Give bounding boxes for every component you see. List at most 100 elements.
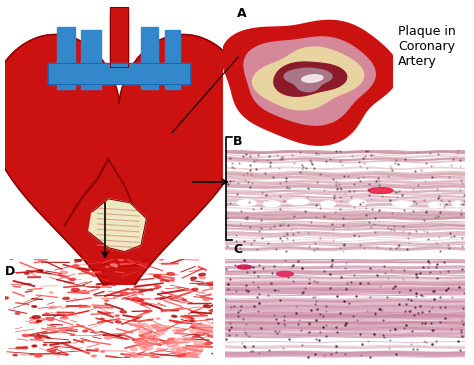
Ellipse shape [130, 353, 137, 355]
Ellipse shape [74, 259, 82, 261]
Ellipse shape [115, 321, 121, 323]
Ellipse shape [132, 269, 139, 271]
Ellipse shape [30, 317, 35, 319]
Ellipse shape [209, 334, 218, 337]
Polygon shape [89, 199, 146, 252]
Ellipse shape [60, 271, 67, 274]
Ellipse shape [96, 271, 101, 273]
Ellipse shape [105, 300, 109, 301]
Ellipse shape [15, 313, 20, 314]
Ellipse shape [132, 297, 138, 300]
Ellipse shape [171, 348, 182, 352]
Ellipse shape [140, 334, 151, 338]
Ellipse shape [184, 288, 189, 290]
Ellipse shape [156, 328, 167, 332]
Ellipse shape [197, 331, 204, 333]
Polygon shape [284, 68, 332, 92]
Ellipse shape [453, 201, 462, 207]
Ellipse shape [191, 324, 196, 326]
Ellipse shape [428, 202, 443, 208]
Ellipse shape [13, 354, 17, 356]
Text: C: C [233, 243, 242, 256]
Polygon shape [302, 75, 323, 82]
Ellipse shape [167, 273, 174, 275]
Ellipse shape [209, 329, 217, 332]
Ellipse shape [155, 275, 161, 277]
Ellipse shape [151, 339, 157, 341]
Ellipse shape [115, 315, 119, 316]
Ellipse shape [126, 353, 136, 356]
Ellipse shape [237, 200, 256, 205]
Ellipse shape [148, 354, 153, 356]
Ellipse shape [82, 330, 88, 332]
Ellipse shape [140, 339, 146, 342]
Ellipse shape [287, 199, 309, 204]
Ellipse shape [173, 329, 183, 333]
Bar [165, 30, 180, 67]
Ellipse shape [156, 327, 167, 331]
Ellipse shape [155, 338, 160, 340]
Ellipse shape [187, 353, 192, 354]
Ellipse shape [130, 348, 137, 350]
Ellipse shape [120, 311, 126, 313]
Ellipse shape [134, 324, 144, 327]
Ellipse shape [71, 288, 79, 291]
Ellipse shape [180, 301, 186, 303]
Ellipse shape [150, 356, 156, 358]
Ellipse shape [204, 342, 211, 345]
Ellipse shape [192, 288, 198, 290]
Text: D: D [5, 265, 15, 278]
Ellipse shape [138, 299, 144, 301]
Ellipse shape [190, 320, 194, 322]
Ellipse shape [176, 349, 186, 353]
Ellipse shape [16, 347, 21, 349]
Ellipse shape [38, 270, 43, 271]
Polygon shape [244, 37, 375, 125]
Ellipse shape [100, 318, 104, 320]
Ellipse shape [133, 356, 143, 360]
Ellipse shape [145, 333, 151, 335]
Bar [81, 30, 100, 67]
Ellipse shape [178, 354, 186, 357]
Ellipse shape [392, 201, 412, 207]
Ellipse shape [35, 354, 42, 357]
Ellipse shape [191, 347, 203, 352]
Bar [141, 27, 158, 67]
Ellipse shape [143, 310, 148, 312]
Ellipse shape [133, 320, 137, 321]
Ellipse shape [36, 320, 41, 322]
Ellipse shape [25, 273, 29, 274]
Ellipse shape [46, 318, 54, 320]
Ellipse shape [147, 325, 158, 329]
Ellipse shape [157, 332, 164, 335]
Ellipse shape [32, 316, 40, 318]
Ellipse shape [203, 305, 211, 308]
Ellipse shape [1, 297, 9, 299]
Ellipse shape [91, 355, 96, 357]
Ellipse shape [32, 345, 36, 347]
Ellipse shape [95, 349, 99, 350]
Bar [110, 7, 128, 67]
Ellipse shape [185, 353, 197, 357]
Ellipse shape [129, 323, 135, 326]
Ellipse shape [137, 343, 148, 347]
Ellipse shape [45, 313, 49, 314]
Ellipse shape [93, 272, 97, 273]
Bar [57, 68, 74, 89]
Ellipse shape [35, 337, 41, 339]
Ellipse shape [154, 325, 158, 327]
Ellipse shape [350, 200, 366, 205]
Ellipse shape [139, 341, 145, 343]
Ellipse shape [21, 347, 28, 349]
Ellipse shape [136, 340, 146, 343]
Ellipse shape [179, 333, 184, 334]
Ellipse shape [144, 264, 148, 266]
Ellipse shape [189, 339, 196, 342]
Ellipse shape [139, 329, 150, 334]
Ellipse shape [104, 336, 112, 339]
Ellipse shape [145, 341, 157, 345]
Polygon shape [221, 20, 399, 145]
Bar [141, 68, 158, 89]
Ellipse shape [173, 338, 186, 343]
Ellipse shape [32, 306, 36, 307]
